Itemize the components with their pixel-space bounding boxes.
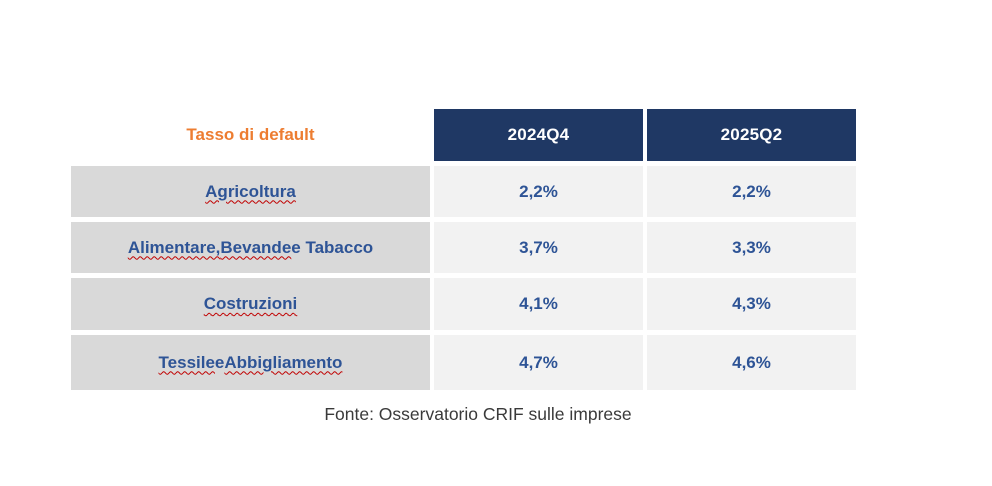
value-cell: 4,6% [647,335,856,390]
misspelled-word: Costruzioni [203,294,298,313]
value-cell: 4,1% [434,278,643,330]
default-rate-table: Tasso di default 2024Q4 2025Q2 Agricoltu… [71,109,856,390]
value-cell: 4,7% [434,335,643,390]
table-corner-header: Tasso di default [186,125,315,144]
value-cell: 4,3% [647,278,856,330]
label-text: e [214,352,225,372]
misspelled-word: Bevande [220,237,292,257]
misspelled-word: Alimentare, [127,237,221,257]
misspelled-word: Abbigliamento [224,352,343,372]
value-cell: 3,3% [647,222,856,273]
value-cell: 3,7% [434,222,643,273]
row-label-costruzioni: Costruzioni [71,278,430,330]
column-header-2025q2: 2025Q2 [647,109,856,161]
misspelled-word: Agricoltura [205,181,296,201]
value-cell: 2,2% [434,166,643,217]
misspelled-word: Tessile [158,352,215,372]
row-label-tessile-abbigliamento: Tessile e Abbigliamento [71,335,430,390]
column-header-2024q4: 2024Q4 [434,109,643,161]
source-note: Fonte: Osservatorio CRIF sulle imprese [324,404,632,424]
label-text: e Tabacco [291,237,374,257]
row-label-agricoltura: Agricoltura [71,166,430,217]
value-cell: 2,2% [647,166,856,217]
row-label-alimentare-bevande-tabacco: Alimentare, Bevande e Tabacco [71,222,430,273]
